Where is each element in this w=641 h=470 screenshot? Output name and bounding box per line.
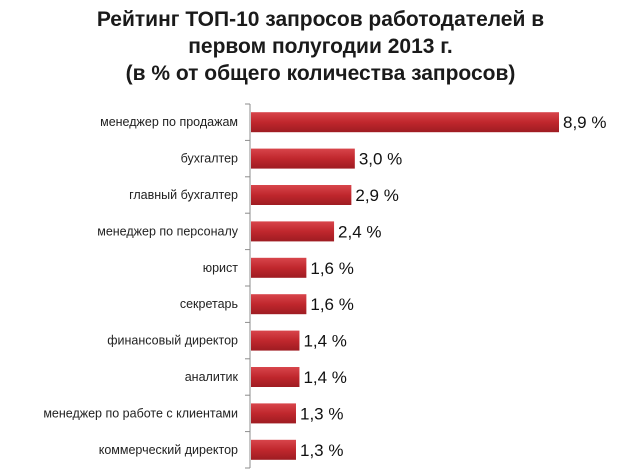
bar bbox=[251, 403, 296, 424]
data-label: 2,9 % bbox=[355, 186, 398, 205]
category-label: менеджер по продажам bbox=[100, 115, 238, 129]
category-label: менеджер по работе с клиентами bbox=[43, 406, 238, 420]
data-label: 1,4 % bbox=[303, 368, 346, 387]
chart-title-line-3: (в % от общего количества запросов) bbox=[125, 62, 516, 85]
data-label: 1,4 % bbox=[303, 332, 346, 351]
category-label: аналитик bbox=[185, 370, 239, 384]
bar bbox=[251, 112, 559, 133]
chart-title: Рейтинг ТОП-10 запросов работодателей в … bbox=[0, 6, 641, 87]
data-label: 3,0 % bbox=[359, 150, 402, 169]
data-label: 1,3 % bbox=[300, 404, 343, 423]
category-label: менеджер по персоналу bbox=[97, 224, 239, 238]
bar bbox=[251, 148, 355, 169]
bar bbox=[251, 185, 352, 205]
chart-title-line-2: первом полугодии 2013 г. bbox=[188, 35, 453, 58]
bar bbox=[251, 439, 296, 460]
data-label: 2,4 % bbox=[338, 222, 381, 241]
data-label: 1,6 % bbox=[310, 295, 353, 314]
bar bbox=[251, 330, 300, 351]
bar bbox=[251, 257, 307, 278]
data-label: 8,9 % bbox=[563, 113, 606, 132]
category-label: финансовый директор bbox=[107, 334, 238, 348]
bar bbox=[251, 294, 307, 315]
category-label: коммерческий директор bbox=[99, 443, 238, 457]
category-label: бухгалтер bbox=[181, 152, 238, 166]
category-label: секретарь bbox=[180, 297, 238, 311]
category-label: главный бухгалтер bbox=[129, 188, 238, 202]
category-label: юрист bbox=[203, 261, 239, 275]
chart-title-line-1: Рейтинг ТОП-10 запросов работодателей в bbox=[96, 8, 545, 31]
bar bbox=[251, 367, 300, 387]
data-label: 1,6 % bbox=[310, 259, 353, 278]
bar bbox=[251, 221, 335, 242]
data-label: 1,3 % bbox=[300, 441, 343, 460]
